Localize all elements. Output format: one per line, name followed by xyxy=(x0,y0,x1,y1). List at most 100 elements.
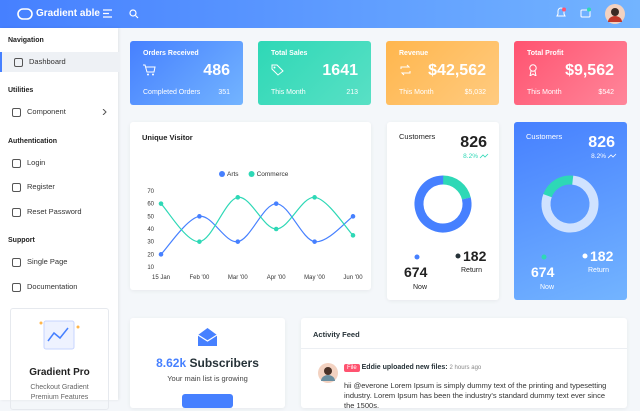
search-icon[interactable] xyxy=(129,9,139,19)
chart-title: Unique Visitor xyxy=(142,133,193,142)
customers-card: Customers 826 8.2% 674 Now 182 Return xyxy=(514,122,627,300)
chart-card: Unique Visitor 10 20 30 40 50 60 70 15 Jan Feb '… xyxy=(130,122,371,290)
nav-label: Dashboard xyxy=(29,57,66,66)
customers-total: 826 xyxy=(460,134,487,151)
y-tick-label: 20 xyxy=(147,252,154,258)
subscribers-label: Subscribers xyxy=(189,356,259,370)
customers-change: 8.2% xyxy=(591,153,606,160)
donut-now xyxy=(414,175,472,233)
y-tick-label: 10 xyxy=(147,265,154,271)
data-point xyxy=(350,233,356,238)
avatar[interactable] xyxy=(605,4,625,24)
stat-title: Total Sales xyxy=(271,50,308,57)
nav-item[interactable]: Single Page xyxy=(0,252,118,272)
nav-item[interactable]: Register xyxy=(0,177,118,197)
donut-now xyxy=(541,175,599,233)
stat-title: Revenue xyxy=(399,50,429,57)
promo-title: Gradient Pro xyxy=(29,367,90,378)
subscribers-value: 8.62k xyxy=(156,356,187,370)
nav-item[interactable]: Login xyxy=(0,153,118,173)
promo-text: Checkout Gradient Premium Features xyxy=(30,384,89,401)
legend-label: Arts xyxy=(227,171,239,178)
legend-label: Commerce xyxy=(257,171,289,178)
tag-icon xyxy=(271,64,284,76)
stat-title: Total Profit xyxy=(527,50,564,57)
trend-arrow xyxy=(479,153,489,159)
legend-marker xyxy=(248,171,255,177)
customers-title: Customers xyxy=(399,132,436,141)
divider xyxy=(301,348,627,349)
activity-card: Activity Feed File Eddie uploaded new fi… xyxy=(301,318,627,411)
activity-time: 2 hours ago xyxy=(449,365,482,371)
stat-label: Completed Orders xyxy=(143,89,201,96)
stat-label: This Month xyxy=(399,89,434,96)
y-tick-label: 70 xyxy=(147,189,154,195)
subscribe-button[interactable] xyxy=(182,394,233,408)
nav-label: Login xyxy=(27,158,46,167)
subscribers-card: 8.62k Subscribers Your main list is grow… xyxy=(130,318,285,408)
stat-value: $42,562 xyxy=(428,62,486,79)
bell-icon[interactable] xyxy=(555,7,567,19)
y-tick-label: 50 xyxy=(147,214,154,220)
data-point xyxy=(235,195,241,200)
activity-text: hii @everone Lorem Ipsum is simply dummy… xyxy=(344,381,614,411)
now-dot xyxy=(541,254,547,260)
repeat-icon xyxy=(400,64,411,76)
nav-item[interactable]: Component xyxy=(0,102,118,122)
stat-label: This Month xyxy=(527,89,562,96)
legend-marker xyxy=(219,171,225,177)
stat-sub: 351 xyxy=(218,89,230,96)
activity-user: Eddie uploaded new files: xyxy=(361,364,448,371)
now-value: 674 xyxy=(531,264,555,280)
nav-label: Documentation xyxy=(27,282,78,291)
nav-item[interactable]: Documentation xyxy=(0,277,118,297)
x-tick-label: 15 Jan xyxy=(152,275,170,281)
x-tick-label: May '00 xyxy=(304,275,325,281)
series-line xyxy=(160,196,354,243)
x-tick-label: Feb '00 xyxy=(189,275,209,281)
y-tick-label: 60 xyxy=(147,202,154,208)
customers-change: 8.2% xyxy=(463,153,478,160)
logo xyxy=(17,8,33,20)
data-point xyxy=(197,239,202,244)
menu-toggle[interactable] xyxy=(103,9,113,18)
activity-avatar xyxy=(318,363,338,383)
nav-section: Support xyxy=(8,237,35,244)
return-value: 182 xyxy=(590,248,614,264)
message-icon[interactable] xyxy=(580,7,592,19)
activity-title: Activity Feed xyxy=(313,330,360,339)
mail-icon xyxy=(197,328,218,346)
customers-total: 826 xyxy=(588,134,615,151)
customers-graphic: Customers 826 8.2% 674 Now 182 Return xyxy=(399,132,489,291)
return-label: Return xyxy=(461,267,482,274)
data-point xyxy=(312,195,317,200)
nav-label: Single Page xyxy=(27,257,68,266)
data-point xyxy=(235,239,241,244)
stat-card: Total Profit $9,562 This Month $542 xyxy=(514,41,627,105)
x-tick-label: Apr '00 xyxy=(267,275,286,281)
award-icon xyxy=(529,64,537,76)
nav-item[interactable]: Dashboard xyxy=(0,52,120,72)
return-dot xyxy=(582,253,588,259)
subscribers-line: 8.62k Subscribers xyxy=(130,356,285,370)
stat-card: Total Sales 1641 This Month 213 xyxy=(258,41,371,105)
nav-item[interactable]: Reset Password xyxy=(0,202,118,222)
data-point xyxy=(350,214,356,219)
stat-value: 1641 xyxy=(322,62,358,79)
cart-icon xyxy=(143,64,156,76)
data-point xyxy=(312,239,317,244)
stat-value: 486 xyxy=(203,62,230,79)
data-point xyxy=(158,201,164,206)
nav-section: Utilities xyxy=(8,87,34,94)
top-bar: Gradient able xyxy=(0,0,640,28)
nav-label: Register xyxy=(27,182,55,191)
chart: Unique Visitor 10 20 30 40 50 60 70 15 Jan Feb '… xyxy=(142,133,363,281)
activity-badge: File xyxy=(344,364,360,372)
customers-card: Customers 826 8.2% 674 Now 182 Return xyxy=(387,122,499,300)
now-dot xyxy=(414,254,420,260)
return-value: 182 xyxy=(463,248,487,264)
nav-label: Reset Password xyxy=(27,207,82,216)
promo-card: Gradient Pro Checkout Gradient Premium F… xyxy=(10,308,109,410)
now-label: Now xyxy=(413,284,428,291)
